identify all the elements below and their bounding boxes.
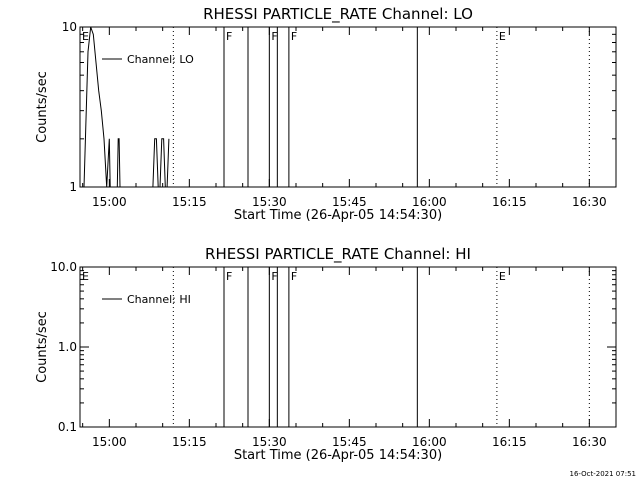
flag-label: F	[291, 270, 297, 283]
flag-label: F	[271, 270, 277, 283]
x-tick-label: 16:00	[412, 195, 447, 209]
y-axis-label: Counts/sec	[35, 71, 50, 143]
plot-frame	[79, 266, 617, 428]
x-tick-label: 16:15	[492, 195, 527, 209]
y-tick-label: 1.0	[58, 340, 77, 354]
footer-timestamp: 16-Oct-2021 07:51	[570, 470, 636, 478]
chart-title: RHESSI PARTICLE_RATE Channel: HI	[205, 245, 471, 264]
y-tick-label: 0.1	[58, 420, 77, 434]
flag-label: E	[499, 30, 506, 43]
x-tick-label: 16:30	[572, 195, 607, 209]
hi-channel-chart: RHESSI PARTICLE_RATE Channel: HI 15:00 15:…	[35, 245, 617, 463]
flag-label: F	[271, 30, 277, 43]
lo-channel-chart: RHESSI PARTICLE_RATE Channel: LO 15:00 15:…	[35, 5, 617, 223]
x-tick-label: 15:15	[172, 195, 207, 209]
chart-title: RHESSI PARTICLE_RATE Channel: LO	[203, 5, 473, 24]
x-tick-label: 15:00	[92, 195, 127, 209]
x-tick-label: 15:00	[92, 435, 127, 449]
flag-label: F	[226, 30, 232, 43]
legend-label: Channel: HI	[127, 293, 191, 306]
x-tick-label: 15:30	[252, 195, 287, 209]
flag-label: F	[291, 30, 297, 43]
y-tick-label: 10	[62, 20, 77, 34]
x-tick-label: 16:00	[412, 435, 447, 449]
x-tick-label: 15:30	[252, 435, 287, 449]
flag-label: F	[226, 270, 232, 283]
flag-label: E	[499, 270, 506, 283]
flag-label: E	[82, 30, 89, 43]
legend-label: Channel: LO	[127, 53, 194, 66]
y-tick-label: 10.0	[50, 260, 77, 274]
y-axis-label: Counts/sec	[35, 311, 50, 383]
flag-label: E	[82, 270, 89, 283]
x-tick-label: 16:15	[492, 435, 527, 449]
x-tick-label: 16:30	[572, 435, 607, 449]
x-axis-label: Start Time (26-Apr-05 14:54:30)	[234, 448, 442, 463]
x-tick-label: 15:45	[332, 195, 367, 209]
x-axis-label: Start Time (26-Apr-05 14:54:30)	[234, 208, 442, 223]
series-line	[80, 26, 170, 188]
y-tick-label: 1	[69, 180, 77, 194]
x-tick-label: 15:45	[332, 435, 367, 449]
x-tick-label: 15:15	[172, 435, 207, 449]
